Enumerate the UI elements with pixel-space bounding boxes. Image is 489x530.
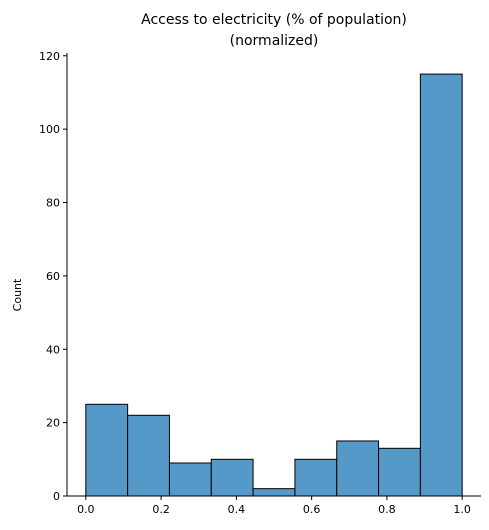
histogram-bar-8 — [419, 73, 463, 497]
histogram-bar-1 — [127, 414, 170, 497]
chart-title-line-2: (normalized) — [230, 33, 319, 49]
x-tick-label-1: 0.2 — [152, 503, 170, 516]
histogram-bar-6 — [336, 440, 380, 497]
y-tick-label-2: 40 — [46, 343, 60, 356]
x-ticks-group: 0.0 0.2 0.4 0.6 0.8 1.0 — [77, 496, 471, 516]
x-tick-label-3: 0.6 — [303, 503, 321, 516]
y-tick-label-4: 80 — [46, 197, 60, 210]
histogram-bar-0 — [85, 403, 129, 497]
y-tick-label-6: 120 — [39, 50, 60, 63]
y-tick-label-3: 60 — [46, 270, 60, 283]
y-tick-label-5: 100 — [39, 123, 60, 136]
y-ticks-group: 0 20 40 60 80 100 120 — [39, 50, 67, 503]
y-tick-label-1: 20 — [46, 417, 60, 430]
x-tick-label-0: 0.0 — [77, 503, 95, 516]
bars-group — [85, 73, 463, 497]
histogram-bar-7 — [378, 447, 421, 497]
y-axis-label: Count — [11, 278, 24, 311]
y-tick-label-0: 0 — [53, 490, 60, 503]
histogram-bar-4 — [252, 488, 296, 497]
x-tick-label-2: 0.4 — [228, 503, 246, 516]
histogram-bar-5 — [294, 458, 338, 497]
chart-title-line-1: Access to electricity (% of population) — [141, 12, 407, 28]
x-tick-label-4: 0.8 — [378, 503, 396, 516]
histogram-bar-2 — [168, 462, 212, 497]
x-tick-label-5: 1.0 — [453, 503, 471, 516]
histogram-bar-3 — [210, 458, 254, 497]
